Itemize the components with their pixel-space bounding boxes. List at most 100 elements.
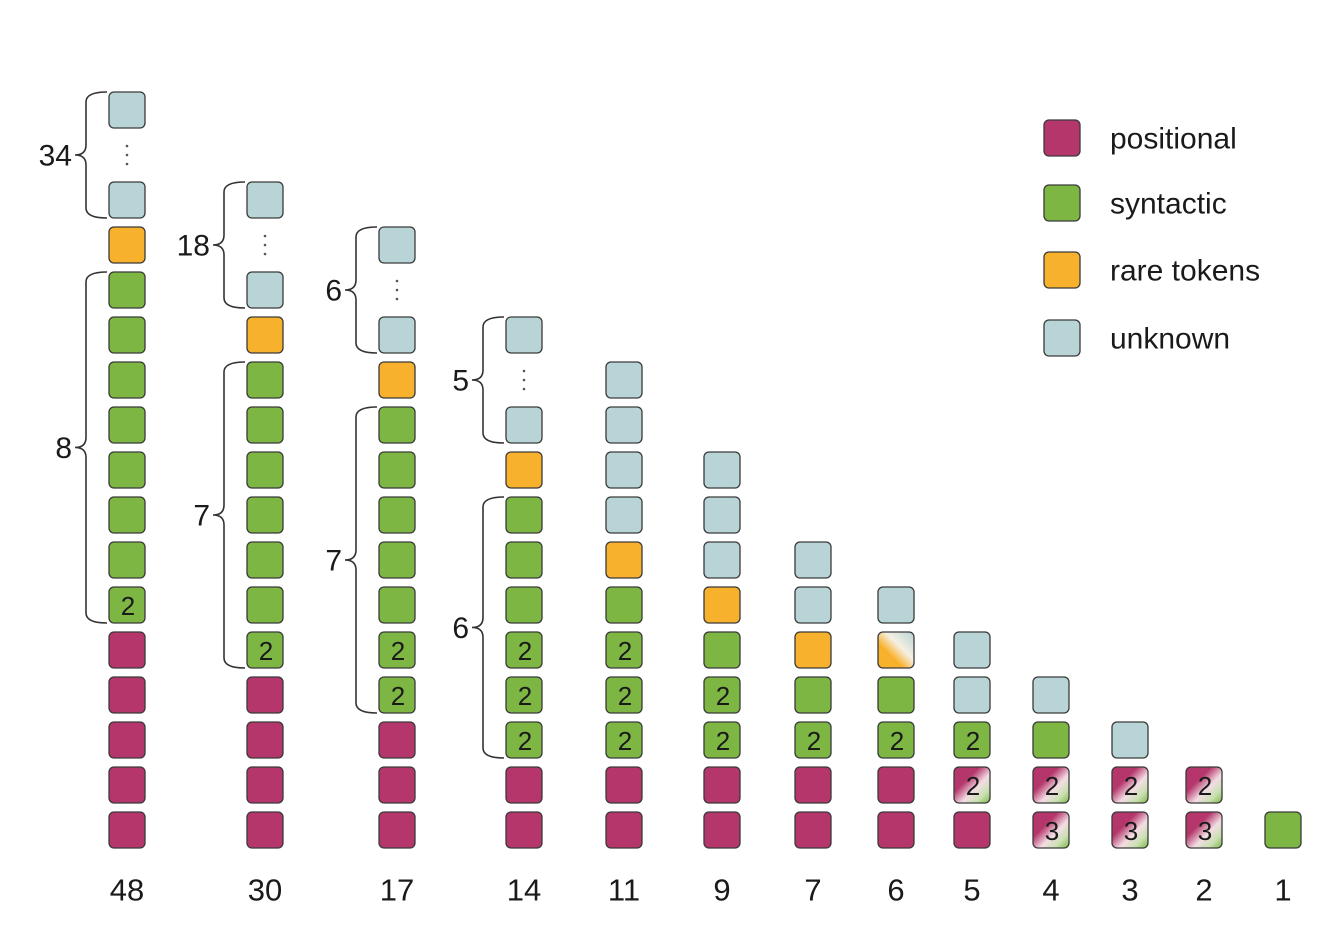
syntactic-square bbox=[703, 631, 741, 669]
syntactic-square bbox=[605, 721, 643, 759]
column-48: 2 8 34 48 bbox=[39, 91, 146, 908]
syntactic-square bbox=[505, 676, 543, 714]
column-2: 3 2 2 bbox=[1185, 766, 1223, 908]
unknown-square bbox=[108, 91, 146, 129]
column-count-label: 30 bbox=[248, 873, 282, 908]
square-count: 3 bbox=[1124, 816, 1138, 846]
square-count: 2 bbox=[259, 636, 273, 666]
ellipsis bbox=[395, 279, 399, 301]
ellipsis bbox=[263, 234, 267, 256]
column-6: 26 bbox=[877, 586, 915, 908]
syntactic-square bbox=[246, 631, 284, 669]
syntactic-square bbox=[605, 676, 643, 714]
brace-label: 7 bbox=[193, 500, 210, 533]
brace bbox=[212, 181, 246, 309]
column-3: 3 2 3 bbox=[1111, 721, 1149, 908]
brace bbox=[74, 271, 108, 624]
syntactic-square bbox=[378, 496, 416, 534]
positional-square bbox=[505, 766, 543, 804]
positional-square bbox=[703, 811, 741, 849]
syntactic-square bbox=[794, 676, 832, 714]
rare-token-square bbox=[794, 631, 832, 669]
square-count: 2 bbox=[807, 726, 821, 756]
legend-label: unknown bbox=[1110, 323, 1230, 356]
positional-square bbox=[108, 721, 146, 759]
square-count: 2 bbox=[391, 681, 405, 711]
square-count: 2 bbox=[618, 636, 632, 666]
unknown-square bbox=[246, 271, 284, 309]
brace bbox=[471, 316, 505, 444]
legend-label: syntactic bbox=[1110, 188, 1227, 221]
syntactic-square bbox=[378, 586, 416, 624]
rare-token-square bbox=[505, 451, 543, 489]
unknown-square bbox=[605, 406, 643, 444]
square-count: 2 bbox=[716, 681, 730, 711]
rare-token-square bbox=[378, 361, 416, 399]
positional-syntactic-square bbox=[1032, 766, 1070, 804]
positional-syntactic-square bbox=[1032, 811, 1070, 849]
positional-square bbox=[378, 766, 416, 804]
column-count-label: 7 bbox=[804, 873, 821, 908]
brace bbox=[212, 361, 246, 669]
brace-label: 7 bbox=[325, 545, 342, 578]
positional-square bbox=[605, 766, 643, 804]
column-30: 2 7 18 30 bbox=[177, 181, 284, 908]
syntactic-square bbox=[378, 676, 416, 714]
syntactic-square bbox=[1264, 811, 1302, 849]
syntactic-square bbox=[108, 406, 146, 444]
syntactic-square bbox=[246, 586, 284, 624]
column-count-label: 48 bbox=[110, 873, 144, 908]
rare-token-square bbox=[605, 541, 643, 579]
brace-label: 6 bbox=[325, 275, 342, 308]
legend-item-positional: positional bbox=[1043, 119, 1237, 157]
unknown-square bbox=[953, 676, 991, 714]
syntactic-square bbox=[953, 721, 991, 759]
square-count: 2 bbox=[618, 726, 632, 756]
unknown-square bbox=[1111, 721, 1149, 759]
column-9: 2 2 9 bbox=[703, 451, 741, 908]
positional-syntactic-square bbox=[1185, 766, 1223, 804]
positional-square bbox=[877, 766, 915, 804]
positional-syntactic-square bbox=[1111, 811, 1149, 849]
columns: 2834482718302276172226514222112292726225… bbox=[39, 91, 1302, 908]
syntactic-square bbox=[108, 361, 146, 399]
unknown-square bbox=[605, 451, 643, 489]
rare-token-square bbox=[246, 316, 284, 354]
brace-label: 34 bbox=[39, 140, 72, 173]
syntactic-square bbox=[505, 721, 543, 759]
brace-label: 6 bbox=[452, 612, 469, 645]
legend-item-rare: rare tokens bbox=[1043, 251, 1260, 289]
positional-square bbox=[108, 631, 146, 669]
ellipsis bbox=[522, 369, 526, 391]
brace bbox=[344, 226, 378, 354]
legend-swatch bbox=[1043, 251, 1081, 289]
syntactic-square bbox=[378, 631, 416, 669]
syntactic-square bbox=[703, 676, 741, 714]
square-count: 3 bbox=[1045, 816, 1059, 846]
column-count-label: 14 bbox=[507, 873, 541, 908]
syntactic-square bbox=[108, 541, 146, 579]
legend-item-unknown: unknown bbox=[1043, 319, 1230, 357]
syntactic-square bbox=[246, 541, 284, 579]
unknown-square bbox=[505, 316, 543, 354]
column-14: 2 2 2 6 5 14 bbox=[452, 316, 543, 908]
syntactic-square bbox=[246, 406, 284, 444]
column-count-label: 5 bbox=[963, 873, 980, 908]
column-1: 1 bbox=[1264, 811, 1302, 908]
unknown-square bbox=[108, 181, 146, 219]
brace-label: 18 bbox=[177, 230, 210, 263]
square-count: 2 bbox=[518, 681, 532, 711]
unknown-square bbox=[953, 631, 991, 669]
syntactic-square bbox=[505, 541, 543, 579]
brace bbox=[471, 496, 505, 759]
rare-token-square bbox=[108, 226, 146, 264]
syntactic-square bbox=[605, 586, 643, 624]
syntactic-square bbox=[1032, 721, 1070, 759]
syntactic-square bbox=[794, 721, 832, 759]
syntactic-square bbox=[378, 541, 416, 579]
positional-square bbox=[246, 811, 284, 849]
column-7: 27 bbox=[794, 541, 832, 908]
positional-square bbox=[108, 811, 146, 849]
positional-square bbox=[108, 766, 146, 804]
syntactic-square bbox=[877, 676, 915, 714]
